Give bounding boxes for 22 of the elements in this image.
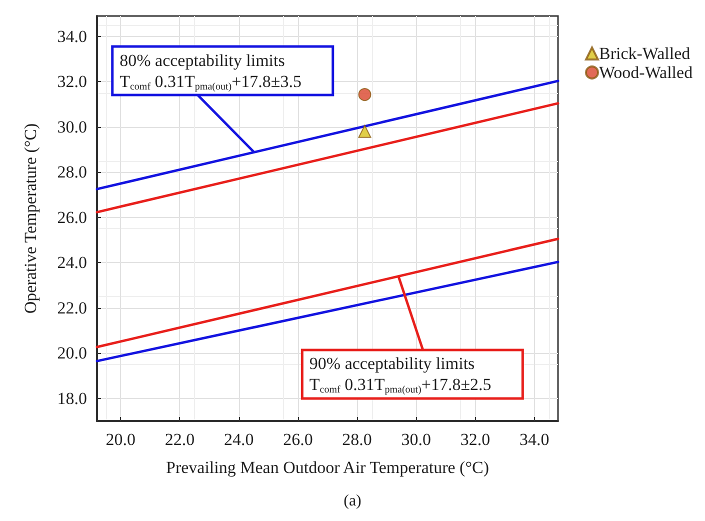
- y-tick-label: 20.0: [57, 344, 87, 363]
- y-tick-label: 30.0: [57, 117, 87, 136]
- y-tick-label: 32.0: [57, 72, 87, 92]
- text: (a): [344, 492, 362, 510]
- y-axis-title: Operative Temperature (°C): [21, 123, 40, 314]
- x-tick-label: 22.0: [164, 430, 195, 449]
- y-tick-label: 34.0: [57, 26, 87, 46]
- y-tick-label: 18.0: [57, 388, 87, 408]
- x-tick-label: 24.0: [224, 430, 254, 449]
- y-tick-label: 28.0: [57, 162, 87, 182]
- x-tick-label: 30.0: [401, 430, 432, 449]
- y-tick-label: 26.0: [57, 208, 87, 227]
- y-tick-label: 22.0: [57, 298, 87, 318]
- x-tick-label: 20.0: [106, 430, 136, 449]
- x-tick-label: 26.0: [283, 430, 313, 449]
- legend-label: Wood-Walled: [599, 63, 694, 82]
- y-tick-label: 24.0: [57, 253, 87, 272]
- legend-label: Brick-Walled: [599, 44, 691, 63]
- x-tick-label: 34.0: [519, 430, 550, 449]
- x-tick-label: 32.0: [460, 430, 490, 449]
- x-tick-label: 28.0: [342, 430, 372, 449]
- x-axis-title: Prevailing Mean Outdoor Air Temperature (°C): [166, 458, 490, 477]
